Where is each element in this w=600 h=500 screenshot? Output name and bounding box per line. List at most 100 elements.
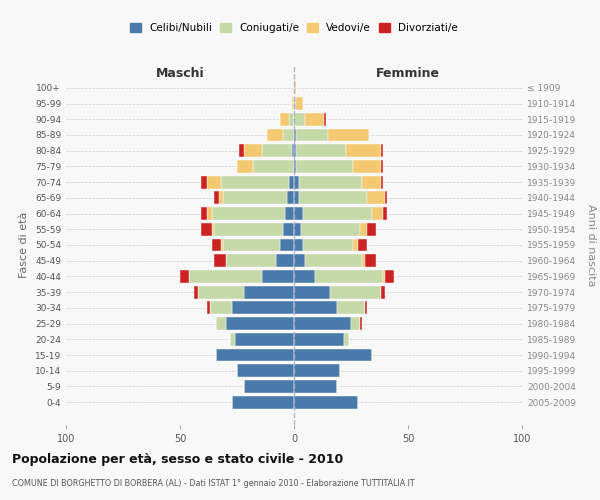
Bar [331, 286, 380, 298]
Bar [301, 223, 360, 235]
Bar [239, 144, 244, 157]
Bar [353, 160, 380, 173]
Bar [299, 176, 362, 188]
Bar [217, 348, 294, 362]
Bar [362, 254, 365, 267]
Bar [292, 144, 294, 157]
Bar [380, 160, 383, 173]
Bar [294, 160, 296, 173]
Text: Femmine: Femmine [376, 67, 440, 80]
Text: Popolazione per età, sesso e stato civile - 2010: Popolazione per età, sesso e stato civil… [12, 452, 343, 466]
Bar [365, 302, 367, 314]
Bar [292, 97, 294, 110]
Bar [294, 364, 340, 377]
Bar [287, 192, 294, 204]
Bar [294, 176, 299, 188]
Bar [358, 238, 367, 252]
Bar [244, 380, 294, 393]
Bar [208, 207, 212, 220]
Bar [237, 160, 253, 173]
Bar [217, 317, 226, 330]
Bar [380, 176, 383, 188]
Bar [294, 286, 331, 298]
Bar [209, 302, 232, 314]
Bar [289, 176, 294, 188]
Bar [294, 270, 314, 283]
Bar [367, 192, 385, 204]
Bar [296, 97, 303, 110]
Bar [385, 270, 394, 283]
Bar [296, 128, 328, 141]
Bar [289, 113, 294, 126]
Text: Maschi: Maschi [155, 67, 205, 80]
Y-axis label: Fasce di età: Fasce di età [19, 212, 29, 278]
Bar [351, 317, 360, 330]
Bar [362, 176, 380, 188]
Bar [294, 223, 301, 235]
Bar [383, 270, 385, 283]
Bar [328, 128, 369, 141]
Bar [305, 113, 323, 126]
Bar [244, 144, 262, 157]
Bar [226, 254, 276, 267]
Bar [337, 302, 365, 314]
Bar [294, 113, 305, 126]
Bar [314, 270, 383, 283]
Bar [303, 238, 353, 252]
Bar [280, 238, 294, 252]
Bar [294, 207, 303, 220]
Bar [235, 333, 294, 346]
Bar [212, 238, 221, 252]
Bar [380, 286, 385, 298]
Bar [365, 254, 376, 267]
Bar [296, 144, 346, 157]
Bar [232, 396, 294, 408]
Bar [230, 333, 235, 346]
Bar [208, 176, 221, 188]
Bar [303, 207, 371, 220]
Bar [221, 238, 223, 252]
Bar [294, 317, 351, 330]
Bar [208, 302, 209, 314]
Bar [200, 176, 208, 188]
Bar [262, 144, 292, 157]
Bar [283, 223, 294, 235]
Bar [262, 270, 294, 283]
Bar [294, 380, 337, 393]
Bar [219, 192, 223, 204]
Bar [323, 113, 326, 126]
Bar [280, 113, 289, 126]
Bar [283, 128, 294, 141]
Bar [294, 333, 344, 346]
Bar [294, 128, 296, 141]
Bar [200, 207, 208, 220]
Bar [253, 160, 294, 173]
Bar [189, 270, 262, 283]
Bar [212, 207, 285, 220]
Bar [385, 192, 388, 204]
Bar [198, 286, 244, 298]
Bar [194, 286, 198, 298]
Bar [294, 302, 337, 314]
Bar [360, 317, 362, 330]
Bar [294, 97, 296, 110]
Bar [294, 144, 296, 157]
Bar [266, 128, 283, 141]
Bar [244, 286, 294, 298]
Bar [383, 207, 388, 220]
Bar [214, 223, 283, 235]
Bar [294, 348, 371, 362]
Bar [360, 223, 367, 235]
Bar [294, 254, 305, 267]
Bar [299, 192, 367, 204]
Bar [237, 364, 294, 377]
Bar [380, 144, 383, 157]
Bar [294, 238, 303, 252]
Bar [353, 238, 358, 252]
Text: COMUNE DI BORGHETTO DI BORBERA (AL) - Dati ISTAT 1° gennaio 2010 - Elaborazione : COMUNE DI BORGHETTO DI BORBERA (AL) - Da… [12, 479, 415, 488]
Bar [367, 223, 376, 235]
Legend: Celibi/Nubili, Coniugati/e, Vedovi/e, Divorziati/e: Celibi/Nubili, Coniugati/e, Vedovi/e, Di… [127, 20, 461, 36]
Bar [285, 207, 294, 220]
Bar [226, 317, 294, 330]
Bar [214, 192, 219, 204]
